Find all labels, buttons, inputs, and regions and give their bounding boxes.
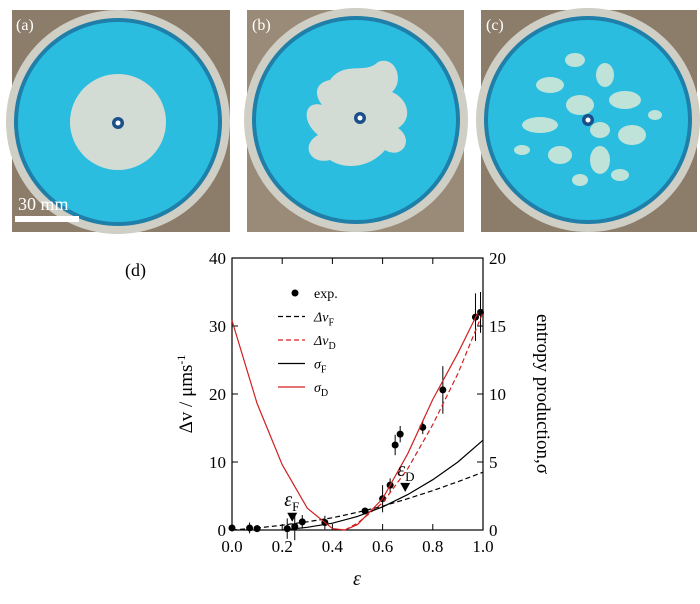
y-tick-label: 10	[209, 453, 226, 472]
panel-label: (d)	[125, 260, 146, 281]
data-point	[298, 518, 306, 526]
x-tick-label: 0.2	[272, 537, 293, 556]
y2-tick-label: 15	[489, 317, 506, 336]
photo-b: (b)	[244, 8, 468, 232]
legend-name: Δv	[313, 311, 329, 326]
legend-subscript: F	[328, 318, 334, 329]
annotation-subscript: D	[405, 469, 414, 484]
series-line	[231, 312, 479, 531]
y-axis-label: Δv / μms-1	[174, 355, 197, 434]
panel-label: (c)	[486, 17, 504, 34]
annotation-marker	[400, 482, 411, 492]
y-tick-label: 20	[209, 385, 226, 404]
y-tick-label: 0	[218, 521, 227, 540]
y2-tick-label: 20	[489, 249, 506, 268]
legend-subscript: D	[328, 341, 335, 352]
legend-entry: exp.	[314, 287, 338, 302]
data-point	[246, 524, 254, 532]
x-tick-label: 1.0	[472, 537, 493, 556]
x-tick-label: 0.0	[221, 537, 242, 556]
series-line	[231, 471, 484, 531]
legend-name: σ	[314, 381, 322, 396]
annotation: εD	[397, 459, 414, 484]
legend-subscript: F	[321, 365, 327, 376]
data-point	[253, 525, 261, 533]
legend-name: Δv	[313, 334, 329, 349]
annotation-marker	[287, 512, 298, 522]
annotation: εF	[284, 489, 299, 514]
annotation-subscript: F	[292, 499, 299, 514]
panel-label: (a)	[16, 17, 34, 34]
legend-entry: ΔvD	[313, 334, 336, 352]
plot-frame	[231, 257, 484, 531]
data-point	[476, 308, 484, 316]
photo-a: (a) 30 mm	[6, 10, 230, 234]
legend-entry: ΔvF	[313, 311, 334, 329]
photo-c: (c)	[476, 8, 700, 232]
legend-entry: σF	[314, 358, 327, 376]
series-line	[344, 312, 484, 531]
legend-name: σ	[314, 358, 322, 373]
y2-axis-label: entropy production,σ	[532, 314, 553, 474]
y2-tick-label: 5	[489, 453, 498, 472]
legend-subscript: D	[321, 388, 328, 399]
y-tick-label: 40	[209, 249, 226, 268]
y-axis-label-text: Δv / μms	[176, 365, 197, 434]
x-tick-label: 0.6	[372, 537, 393, 556]
y2-tick-label: 0	[489, 521, 498, 540]
x-tick-label: 0.8	[422, 537, 443, 556]
y-tick-label: 30	[209, 317, 226, 336]
x-axis-label: ε	[353, 568, 361, 590]
data-point	[439, 386, 447, 394]
series-line	[282, 439, 484, 531]
legend-name: exp.	[314, 287, 338, 302]
annotation-text: ε	[397, 459, 405, 481]
y-axis-label-sup: -1	[174, 355, 188, 365]
panel-label: (b)	[252, 17, 271, 34]
x-tick-label: 0.4	[322, 537, 344, 556]
annotation-text: ε	[284, 489, 292, 511]
legend-marker	[291, 289, 299, 297]
legend-entry: σD	[314, 381, 328, 399]
data-point	[283, 525, 291, 533]
data-point	[228, 524, 236, 532]
y2-tick-label: 10	[489, 385, 506, 404]
scale-bar-label: 30 mm	[18, 194, 69, 214]
data-point	[396, 430, 404, 438]
data-point	[391, 441, 399, 449]
